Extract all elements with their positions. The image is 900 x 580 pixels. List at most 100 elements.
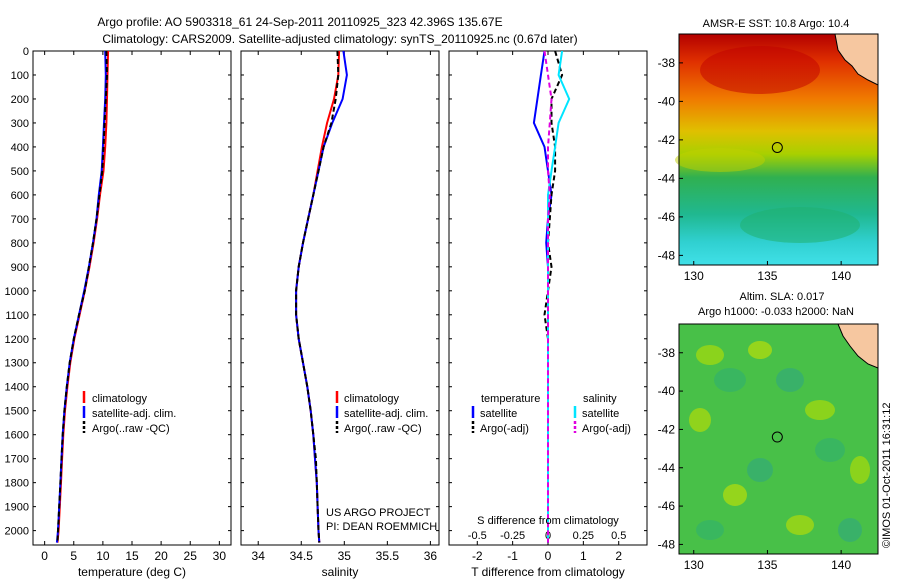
map-lat-label: -48 [658, 537, 676, 551]
map-lon-label: 140 [831, 558, 851, 572]
sla-map-frame [678, 323, 879, 555]
legend-satellite-label: satellite-adj. clim. [344, 408, 428, 420]
depth-tick-label: 1900 [5, 502, 29, 514]
depth-tick-label: 100 [11, 70, 29, 82]
x-tick-label: 0 [545, 549, 552, 563]
argo-float-marker [771, 431, 783, 443]
legend-s-argo-label: Argo(-adj) [582, 423, 631, 435]
x-tick-label: 35.5 [376, 549, 400, 563]
x-tick-label: 30 [213, 549, 227, 563]
depth-tick-label: 300 [11, 118, 29, 130]
depth-tick-label: 500 [11, 166, 29, 178]
figure-title-line2: Climatology: CARS2009. Satellite-adjuste… [102, 32, 577, 46]
temperature-panel: 0100200300400500600700800900100011001200… [5, 46, 232, 579]
legend-t-argo-label: Argo(-adj) [480, 423, 529, 435]
sla-map-title-line2: Argo h1000: -0.033 h2000: NaN [698, 306, 854, 318]
salinity-panel: 34 34.5 35 35.5 36 climatology satellite-adj… [240, 50, 440, 579]
x-tick-label: 10 [96, 549, 110, 563]
map-lat-label: -48 [658, 248, 676, 262]
x-tick-label: 25 [184, 549, 198, 563]
argo-float-marker [771, 141, 783, 153]
difference-y-ticks [449, 50, 647, 532]
map-lat-label: -46 [658, 210, 676, 224]
x-top-tick-label: 0.5 [611, 530, 626, 542]
legend-t-satellite-label: satellite [480, 408, 517, 420]
x-tick-label: 15 [125, 549, 139, 563]
s-difference-label: S difference from climatology [477, 515, 619, 527]
depth-tick-label: 400 [11, 142, 29, 154]
x-top-tick-label: -0.25 [500, 530, 525, 542]
legend-climatology-label: climatology [344, 393, 400, 405]
series-line-argo-raw-qc- [295, 51, 340, 543]
salinity-axes-frame [240, 50, 440, 546]
legend-temperature-title: temperature [481, 393, 540, 405]
x-tick-label: 5 [70, 549, 77, 563]
difference-x-axis: -2 -1 0 1 2-0.5 -0.25 0 0.25 0.5 [468, 51, 626, 563]
depth-axis: 0 100 200 300 400 500 600 700 800 900 1000 1100 1200… [5, 46, 231, 538]
legend-argo-label: Argo(..raw -QC) [92, 423, 170, 435]
difference-series [532, 51, 571, 543]
sst-warm-patch [700, 46, 820, 94]
x-top-tick-label: -0.5 [468, 530, 487, 542]
pi-annotation: PI: DEAN ROEMMICH [326, 521, 437, 533]
sst-front-patch [675, 148, 765, 172]
map-lat-label: -44 [658, 171, 676, 185]
legend-salinity-title: salinity [583, 393, 617, 405]
temperature-axes-frame [32, 50, 232, 546]
map-lon-label: 135 [757, 558, 777, 572]
salinity-legend: climatology satellite-adj. clim. Argo(..… [335, 391, 428, 435]
temperature-x-axis: 0 5 10 15 20 25 30 [41, 51, 226, 563]
depth-tick-label: 1800 [5, 478, 29, 490]
figure-title-line1: Argo profile: AO 5903318_61 24-Sep-2011 … [97, 15, 502, 29]
series-line-argo-raw-qc- [56, 51, 109, 543]
map-lat-label: -46 [658, 499, 676, 513]
x-tick-label: 34 [252, 549, 266, 563]
x-tick-label: 20 [154, 549, 168, 563]
map-lon-label: 130 [684, 558, 704, 572]
map-lat-label: -38 [658, 346, 676, 360]
temperature-series [55, 51, 110, 543]
temperature-legend: climatology satellite-adj. clim. Argo(..… [82, 391, 176, 435]
sst-map-frame [678, 33, 879, 266]
depth-tick-label: 1400 [5, 382, 29, 394]
project-annotation: US ARGO PROJECT [326, 507, 431, 519]
depth-tick-label: 800 [11, 238, 29, 250]
series-line-satellite-adj-clim- [295, 51, 348, 543]
x-tick-label: 2 [615, 549, 622, 563]
map-lon-label: 135 [757, 269, 777, 283]
salinity-x-axis: 34 34.5 35 35.5 36 [252, 51, 438, 563]
x-tick-label: 0 [41, 549, 48, 563]
imos-timestamp: ©IMOS 01-Oct-2011 16:31:12 [881, 403, 893, 548]
depth-tick-label: 1300 [5, 358, 29, 370]
legend-climatology-label: climatology [92, 393, 148, 405]
t-difference-label: T difference from climatology [471, 565, 625, 579]
x-tick-label: -2 [472, 549, 483, 563]
sla-map-panel: Altim. SLA: 0.017 Argo h1000: -0.033 h20… [658, 291, 879, 572]
difference-legend: temperature salinity satellite Argo(-adj… [471, 393, 631, 435]
legend-satellite-label: satellite-adj. clim. [92, 408, 176, 420]
salinity-xlabel: salinity [322, 565, 359, 579]
depth-tick-label: 1700 [5, 454, 29, 466]
x-tick-label: -1 [507, 549, 518, 563]
map-lat-label: -42 [658, 422, 676, 436]
sla-map-axes: 130 135 140 -38 -40 -42 -44 -46 -48 [658, 346, 852, 572]
salinity-y-ticks [241, 50, 439, 532]
difference-panel: -2 -1 0 1 2-0.5 -0.25 0 0.25 0.5 temperature sal… [448, 50, 648, 579]
x-tick-label: 34.5 [290, 549, 314, 563]
map-lat-label: -40 [658, 384, 676, 398]
x-tick-label: 36 [424, 549, 438, 563]
depth-tick-label: 1500 [5, 406, 29, 418]
depth-tick-label: 1000 [5, 286, 29, 298]
series-line-satellite-adj-clim- [55, 51, 107, 543]
map-lat-label: -40 [658, 94, 676, 108]
x-tick-label: 35 [338, 549, 352, 563]
series-line-salinity-argo-adj- [543, 51, 553, 543]
depth-tick-label: 600 [11, 190, 29, 202]
depth-tick-label: 1200 [5, 334, 29, 346]
map-lon-label: 130 [684, 269, 704, 283]
x-tick-label: 1 [580, 549, 587, 563]
depth-tick-label: 200 [11, 94, 29, 106]
sst-map-title: AMSR-E SST: 10.8 Argo: 10.4 [703, 18, 850, 30]
sst-map-axes: 130 135 140 -38 -40 -42 -44 -46 -48 [658, 56, 852, 283]
